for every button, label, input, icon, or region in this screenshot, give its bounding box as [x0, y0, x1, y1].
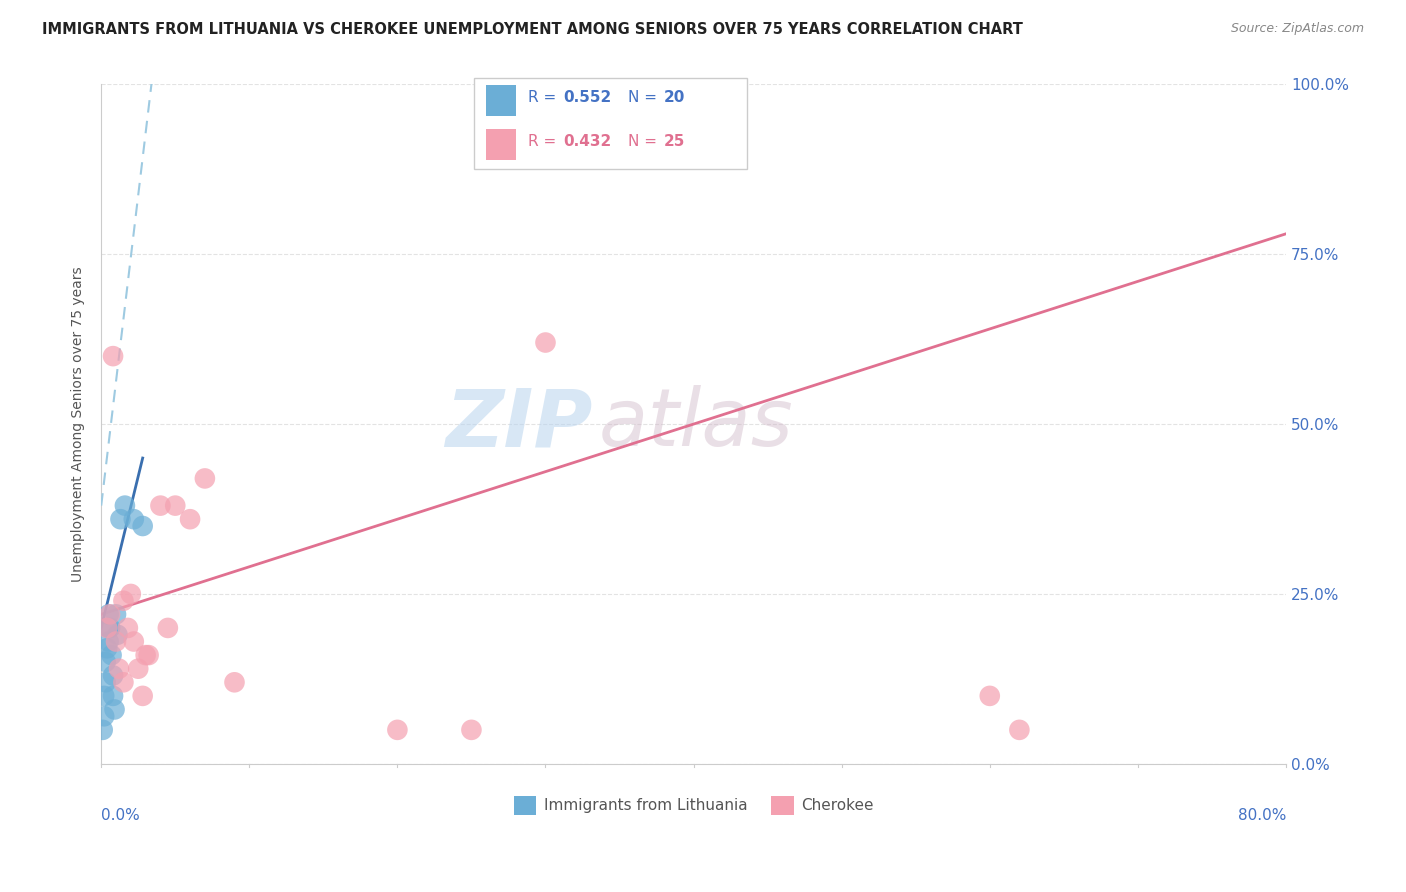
Point	[97, 634, 120, 648]
Point	[98, 621, 121, 635]
Point	[94, 675, 117, 690]
Text: ZIP: ZIP	[446, 385, 593, 463]
Point	[534, 335, 557, 350]
Text: Source: ZipAtlas.com: Source: ZipAtlas.com	[1230, 22, 1364, 36]
Point	[460, 723, 482, 737]
FancyBboxPatch shape	[486, 86, 516, 116]
FancyBboxPatch shape	[486, 129, 516, 160]
Point	[93, 709, 115, 723]
Text: 25: 25	[664, 134, 685, 149]
Text: R =: R =	[527, 90, 561, 105]
Text: R =: R =	[527, 134, 561, 149]
Point	[101, 668, 124, 682]
Point	[1008, 723, 1031, 737]
Point	[387, 723, 409, 737]
Point	[101, 689, 124, 703]
Point	[135, 648, 157, 662]
Point	[131, 519, 153, 533]
Text: 0.0%: 0.0%	[101, 808, 141, 823]
Text: 0.552: 0.552	[564, 90, 612, 105]
Point	[194, 471, 217, 485]
Point	[105, 607, 128, 622]
Point	[100, 648, 122, 662]
Point	[94, 655, 117, 669]
Point	[112, 593, 135, 607]
Text: IMMIGRANTS FROM LITHUANIA VS CHEROKEE UNEMPLOYMENT AMONG SENIORS OVER 75 YEARS C: IMMIGRANTS FROM LITHUANIA VS CHEROKEE UN…	[42, 22, 1024, 37]
Point	[156, 621, 179, 635]
Text: 0.432: 0.432	[564, 134, 612, 149]
Point	[149, 499, 172, 513]
Point	[117, 621, 139, 635]
Point	[97, 621, 120, 635]
Point	[107, 628, 129, 642]
Point	[112, 675, 135, 690]
FancyBboxPatch shape	[474, 78, 747, 169]
Point	[179, 512, 201, 526]
Point	[165, 499, 187, 513]
Point	[96, 621, 118, 635]
Point	[103, 702, 125, 716]
Legend: Immigrants from Lithuania, Cherokee: Immigrants from Lithuania, Cherokee	[508, 790, 880, 821]
Point	[120, 587, 142, 601]
Point	[224, 675, 246, 690]
Text: N =: N =	[628, 134, 662, 149]
Point	[114, 499, 136, 513]
Text: 20: 20	[664, 90, 685, 105]
Point	[93, 689, 115, 703]
Text: 80.0%: 80.0%	[1237, 808, 1286, 823]
Point	[96, 641, 118, 656]
Point	[122, 512, 145, 526]
Point	[105, 634, 128, 648]
Point	[98, 607, 121, 622]
Point	[127, 662, 149, 676]
Point	[108, 662, 131, 676]
Point	[110, 512, 132, 526]
Point	[138, 648, 160, 662]
Text: atlas: atlas	[599, 385, 793, 463]
Point	[91, 723, 114, 737]
Point	[97, 607, 120, 622]
Point	[131, 689, 153, 703]
Text: N =: N =	[628, 90, 662, 105]
Point	[979, 689, 1001, 703]
Point	[122, 634, 145, 648]
Y-axis label: Unemployment Among Seniors over 75 years: Unemployment Among Seniors over 75 years	[72, 266, 86, 582]
Point	[101, 349, 124, 363]
